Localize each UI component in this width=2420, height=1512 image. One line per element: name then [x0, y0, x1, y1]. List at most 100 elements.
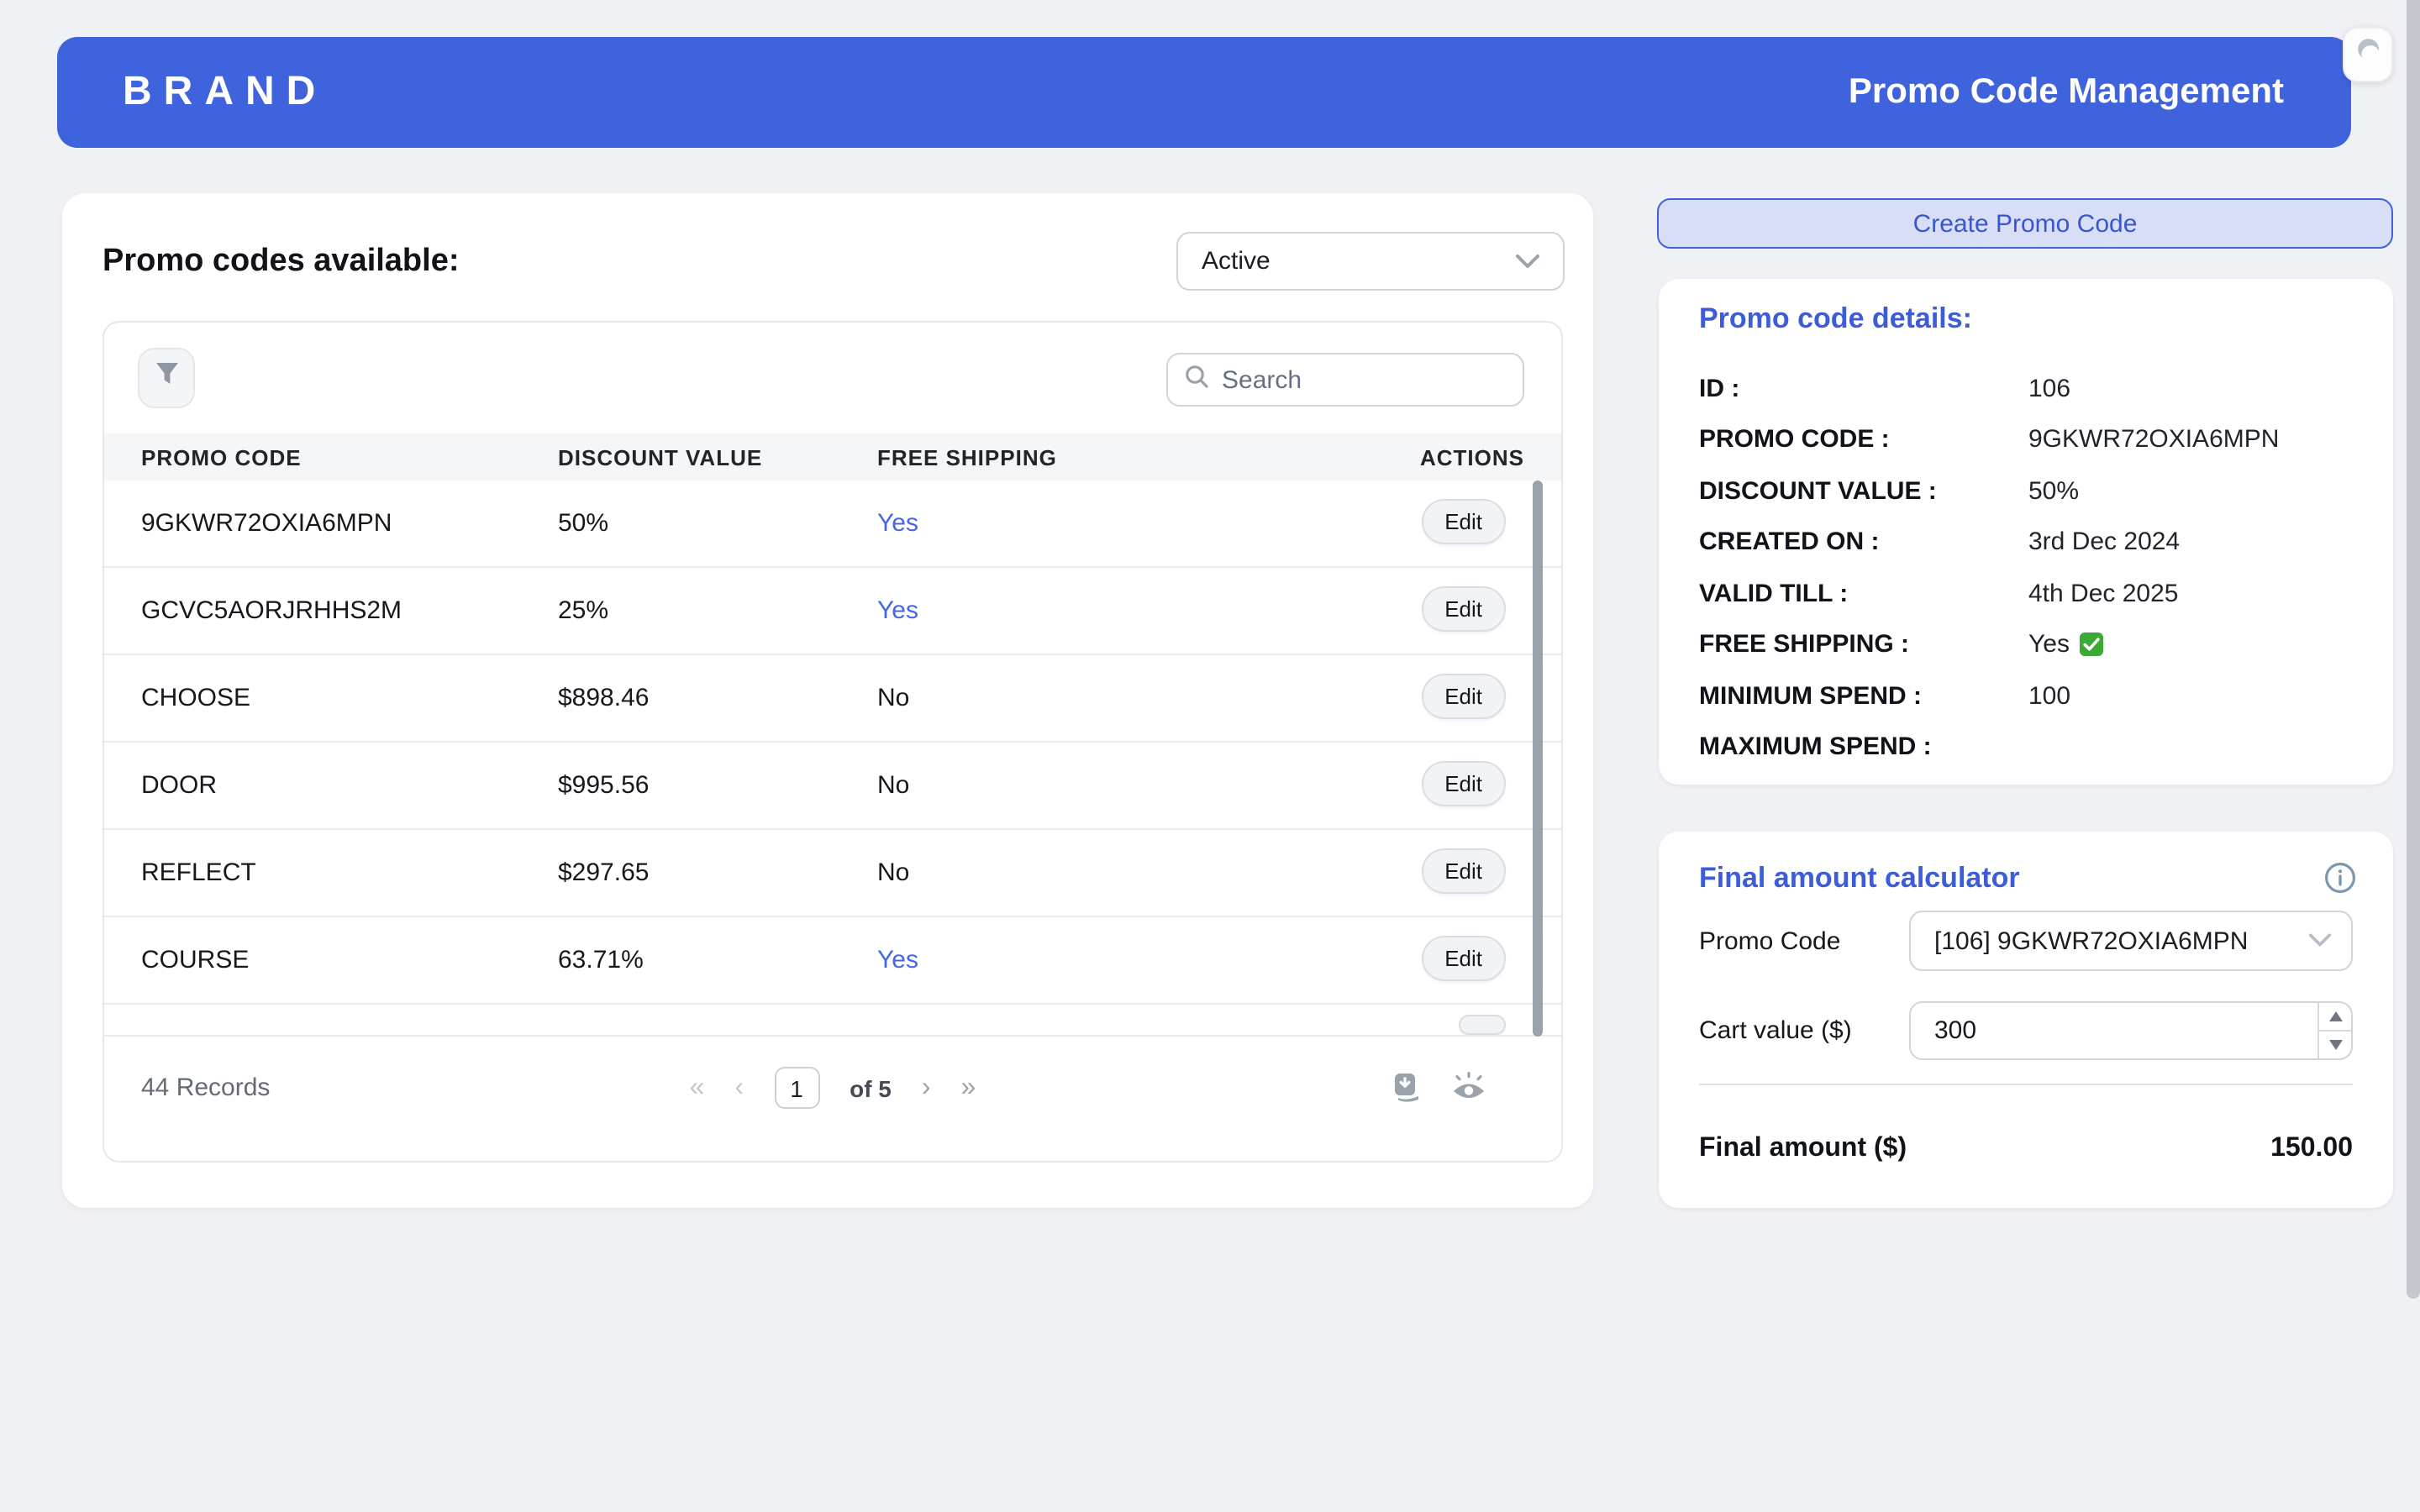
detail-label: CREATED ON :	[1699, 528, 1880, 557]
number-spinner	[2317, 1003, 2351, 1058]
chevron-down-icon	[1516, 246, 1539, 276]
current-page-input[interactable]: 1	[774, 1067, 820, 1109]
promo-code-cell: DOOR	[141, 771, 217, 800]
spinner-down-button[interactable]	[2319, 1032, 2351, 1058]
final-amount-value: 150.00	[2270, 1134, 2353, 1163]
detail-row: MINIMUM SPEND : 100	[1699, 670, 2363, 722]
detail-value: 50%	[2028, 476, 2080, 506]
page-scrollbar[interactable]	[2407, 0, 2420, 1299]
prev-page-button[interactable]: ‹	[734, 1073, 744, 1101]
detail-label: VALID TILL :	[1699, 579, 1849, 608]
table-scrollbar[interactable]	[1533, 480, 1543, 1037]
free-shipping-cell[interactable]: Yes	[877, 946, 918, 974]
edit-button[interactable]: Edit	[1421, 761, 1506, 806]
detail-label: MAXIMUM SPEND :	[1699, 732, 1932, 762]
column-header-discount-value: DISCOUNT VALUE	[558, 445, 763, 470]
info-icon[interactable]	[2324, 862, 2356, 894]
search-input[interactable]	[1222, 365, 1506, 394]
detail-label: FREE SHIPPING :	[1699, 630, 1910, 659]
promo-codes-panel: Promo codes available: Active PROMO CODE	[62, 193, 1593, 1208]
table-row: DOOR $995.56 No Edit	[104, 743, 1561, 830]
free-shipping-cell: No	[877, 771, 910, 800]
brand-logo: BRAND	[123, 69, 328, 114]
detail-row: ID : 106	[1699, 363, 2363, 414]
promo-code-cell: GCVC5AORJRHHS2M	[141, 596, 402, 625]
detail-value: 9GKWR72OXIA6MPN	[2028, 425, 2280, 454]
free-shipping-check-icon	[2080, 633, 2105, 658]
free-shipping-value: Yes	[2028, 630, 2070, 659]
edit-button-partial[interactable]	[1459, 1015, 1506, 1035]
detail-value: 4th Dec 2025	[2028, 579, 2179, 608]
detail-label: ID :	[1699, 374, 1740, 403]
discount-value-cell: 50%	[558, 509, 609, 538]
edit-button[interactable]: Edit	[1421, 848, 1506, 894]
column-header-free-shipping: FREE SHIPPING	[877, 445, 1057, 470]
filter-button[interactable]	[138, 348, 195, 408]
promo-details-card: Promo code details: ID : 106 PROMO CODE …	[1659, 279, 2393, 785]
final-amount-label: Final amount ($)	[1699, 1134, 1907, 1163]
chevron-down-icon	[2309, 926, 2331, 956]
search-box	[1166, 353, 1524, 407]
promo-code-cell: CHOOSE	[141, 684, 251, 712]
create-promo-code-button[interactable]: Create Promo Code	[1657, 198, 2393, 249]
detail-value: Yes	[2028, 631, 2105, 659]
edit-button[interactable]: Edit	[1421, 586, 1506, 632]
table-row: GCVC5AORJRHHS2M 25% Yes Edit	[104, 568, 1561, 655]
export-download-icon[interactable]	[1392, 1072, 1423, 1112]
table-footer: 44 Records « ‹ 1 of 5 › »	[104, 1037, 1561, 1164]
page-count-label: of 5	[850, 1074, 892, 1101]
discount-value-cell: $995.56	[558, 771, 650, 800]
detail-row: CREATED ON : 3rd Dec 2024	[1699, 517, 2363, 568]
detail-row: VALID TILL : 4th Dec 2025	[1699, 568, 2363, 619]
detail-label: DISCOUNT VALUE :	[1699, 476, 1937, 506]
edit-button[interactable]: Edit	[1421, 674, 1506, 719]
promo-code-cell: 9GKWR72OXIA6MPN	[141, 509, 392, 538]
app-header: BRAND Promo Code Management	[57, 37, 2351, 148]
page-title: Promo Code Management	[1848, 72, 2284, 111]
free-shipping-cell: No	[877, 858, 910, 887]
free-shipping-cell[interactable]: Yes	[877, 509, 918, 538]
discount-value-cell: 63.71%	[558, 946, 644, 974]
detail-row: MAXIMUM SPEND :	[1699, 722, 2363, 773]
last-page-button[interactable]: »	[960, 1073, 976, 1101]
records-count: 44 Records	[141, 1074, 271, 1102]
detail-label: PROMO CODE :	[1699, 425, 1890, 454]
first-page-button[interactable]: «	[689, 1073, 705, 1101]
column-header-actions: ACTIONS	[1420, 445, 1524, 470]
promo-code-select[interactable]: [106] 9GKWR72OXIA6MPN	[1909, 911, 2353, 971]
search-icon	[1185, 364, 1208, 396]
filter-icon	[154, 361, 179, 395]
calculator-divider	[1699, 1084, 2353, 1085]
detail-row: DISCOUNT VALUE : 50%	[1699, 465, 2363, 517]
promo-codes-title: Promo codes available:	[103, 244, 460, 279]
next-page-button[interactable]: ›	[921, 1073, 931, 1101]
spinner-up-button[interactable]	[2319, 1003, 2351, 1032]
edit-button[interactable]: Edit	[1421, 499, 1506, 544]
cart-value-input[interactable]	[1911, 1003, 2317, 1058]
promo-code-cell: COURSE	[141, 946, 250, 974]
discount-value-cell: $898.46	[558, 684, 650, 712]
promo-details-title: Promo code details:	[1699, 302, 1972, 334]
eye-preview-icon[interactable]	[1450, 1072, 1487, 1112]
edit-button[interactable]: Edit	[1421, 936, 1506, 981]
status-filter-value: Active	[1202, 247, 1270, 276]
final-amount-row: Final amount ($) 150.00	[1699, 1134, 2353, 1164]
column-header-promo-code: PROMO CODE	[141, 445, 302, 470]
table-row: 9GKWR72OXIA6MPN 50% Yes Edit	[104, 480, 1561, 568]
triangle-down-icon	[2328, 1040, 2342, 1050]
discount-value-cell: $297.65	[558, 858, 650, 887]
promo-code-select-label: Promo Code	[1699, 927, 1841, 956]
promo-details-rows: ID : 106 PROMO CODE : 9GKWR72OXIA6MPN DI…	[1699, 363, 2363, 773]
table-row-partial	[104, 1005, 1561, 1035]
discount-value-cell: 25%	[558, 596, 609, 625]
status-filter-select[interactable]: Active	[1176, 232, 1565, 291]
table-scroll-area: 9GKWR72OXIA6MPN 50% Yes Edit GCVC5AORJRH…	[104, 480, 1561, 1037]
cart-value-field	[1909, 1001, 2353, 1060]
table-row: CHOOSE $898.46 No Edit	[104, 655, 1561, 743]
dark-mode-toggle[interactable]	[2343, 27, 2393, 82]
free-shipping-cell[interactable]: Yes	[877, 596, 918, 625]
detail-value: 3rd Dec 2024	[2028, 528, 2181, 557]
detail-value: 106	[2028, 374, 2071, 403]
detail-value: 100	[2028, 681, 2071, 711]
